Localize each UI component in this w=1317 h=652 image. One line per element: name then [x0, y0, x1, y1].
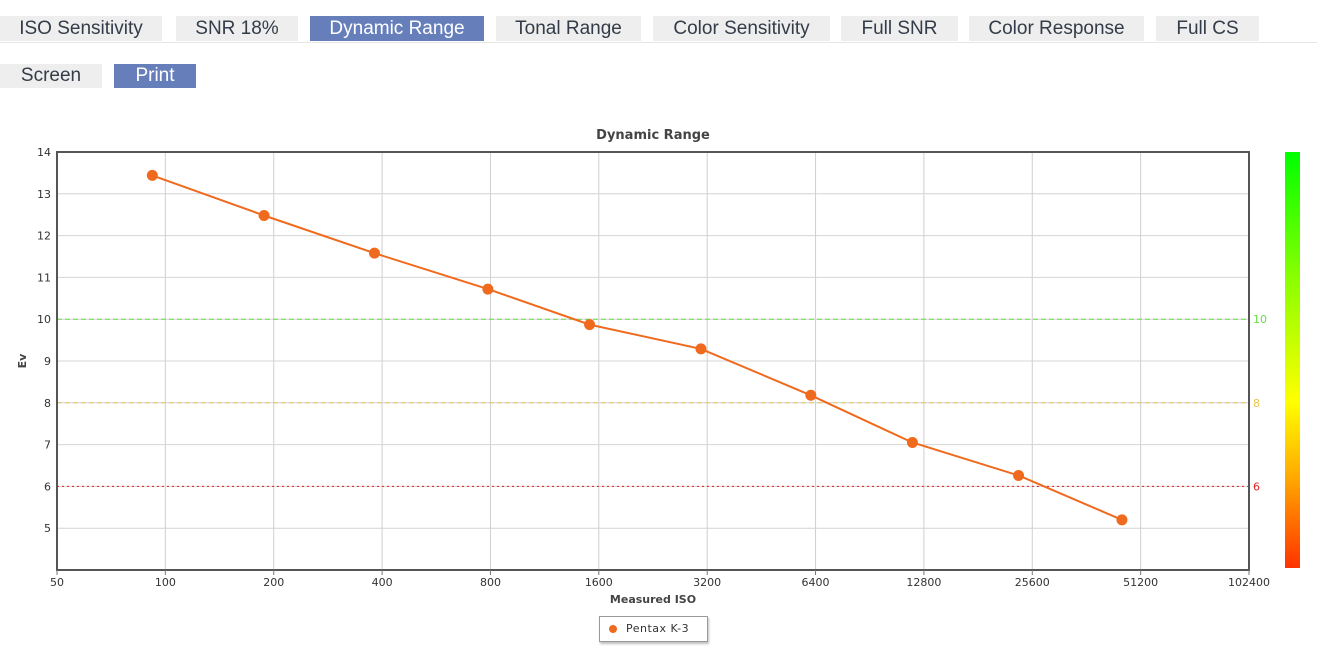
x-tick-label: 25600	[1015, 576, 1050, 589]
x-axis-label: Measured ISO	[610, 593, 696, 606]
tab-full-snr[interactable]: Full SNR	[841, 16, 958, 41]
legend-marker-pentax-k3	[609, 625, 617, 633]
y-tick-label: 9	[44, 355, 51, 368]
y-tick-label: 6	[44, 480, 51, 493]
reference-lines: 10 8 6	[57, 313, 1267, 493]
data-point	[695, 343, 707, 355]
data-point	[1116, 514, 1128, 526]
plot-area-border	[56, 151, 1250, 571]
tab-iso-sensitivity[interactable]: ISO Sensitivity	[0, 16, 162, 41]
measurement-tab-bar: ISO Sensitivity SNR 18% Dynamic Range To…	[0, 16, 1317, 43]
data-point	[482, 283, 494, 295]
x-tick-label: 100	[155, 576, 176, 589]
y-tick-label: 12	[37, 230, 51, 243]
tab-dynamic-range[interactable]: Dynamic Range	[310, 16, 484, 41]
reference-label-6: 6	[1253, 480, 1260, 493]
tab-full-cs[interactable]: Full CS	[1156, 16, 1259, 41]
y-tick-label: 7	[44, 439, 51, 452]
x-tick-label: 1600	[585, 576, 613, 589]
y-tick-label: 14	[37, 146, 51, 159]
chart-grid	[57, 151, 1249, 570]
tab-tonal-range[interactable]: Tonal Range	[496, 16, 641, 41]
x-tick-label: 200	[263, 576, 284, 589]
chart-legend[interactable]: Pentax K-3	[599, 616, 708, 642]
x-tick-label: 6400	[802, 576, 830, 589]
y-tick-label: 11	[37, 271, 51, 284]
dynamic-range-color-scale	[1285, 152, 1300, 568]
series-pentax-k3	[146, 169, 1128, 526]
y-tick-label: 13	[37, 188, 51, 201]
x-tick-label: 51200	[1123, 576, 1158, 589]
reference-label-8: 8	[1253, 397, 1260, 410]
x-tick-label: 400	[372, 576, 393, 589]
data-point	[584, 319, 596, 331]
data-point	[1013, 470, 1025, 482]
y-tick-label: 5	[44, 522, 51, 535]
x-tick-label: 102400	[1228, 576, 1270, 589]
legend-label-pentax-k3: Pentax K-3	[626, 622, 690, 635]
data-point	[906, 437, 918, 449]
tab-color-sensitivity[interactable]: Color Sensitivity	[653, 16, 830, 41]
data-point	[258, 210, 270, 222]
view-tab-print[interactable]: Print	[114, 64, 196, 88]
x-tick-label: 12800	[906, 576, 941, 589]
tab-color-response[interactable]: Color Response	[969, 16, 1144, 41]
view-tab-screen[interactable]: Screen	[0, 64, 102, 88]
y-tick-label: 10	[37, 313, 51, 326]
reference-label-10: 10	[1253, 313, 1267, 326]
y-axis-ticks: 5 6 7 8 9 10 11 12 13 14	[37, 146, 51, 535]
y-axis-label: Ev	[16, 353, 29, 369]
y-tick-label: 8	[44, 397, 51, 410]
x-tick-label: 50	[50, 576, 64, 589]
tab-snr-18[interactable]: SNR 18%	[176, 16, 298, 41]
data-point	[368, 247, 380, 259]
chart-title: Dynamic Range	[596, 128, 710, 143]
x-axis-ticks: 50 100 200 400 800 1600 3200 6400 12800 25600 5120…	[50, 570, 1270, 589]
x-tick-label: 3200	[693, 576, 721, 589]
x-tick-label: 800	[480, 576, 501, 589]
series-line	[151, 174, 1123, 521]
data-point	[146, 169, 158, 181]
data-point	[805, 389, 817, 401]
